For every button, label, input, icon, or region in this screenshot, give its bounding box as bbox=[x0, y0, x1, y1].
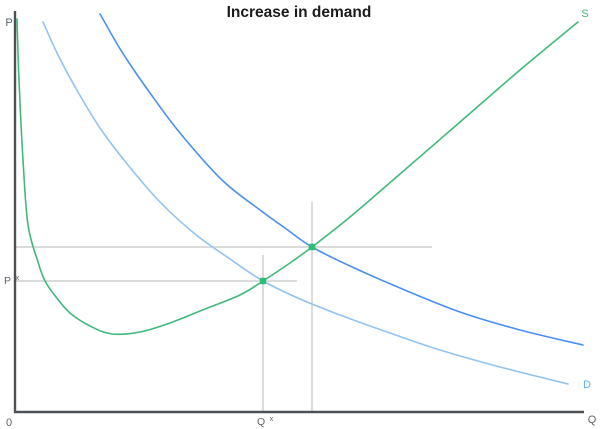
y-axis-label: P bbox=[5, 17, 12, 29]
quantity-label-superscript: x bbox=[270, 414, 274, 423]
price-label-base: P bbox=[4, 275, 11, 287]
curve-D bbox=[42, 21, 569, 385]
original-equilibrium-marker bbox=[259, 277, 267, 285]
equilibrium-markers bbox=[259, 243, 316, 285]
price-label-superscript: x bbox=[15, 273, 19, 282]
curve-D2 bbox=[99, 13, 584, 346]
x-axis-label: Q bbox=[588, 414, 597, 426]
equilibrium-price-label: P x bbox=[4, 271, 19, 288]
curve-S bbox=[16, 18, 579, 336]
equilibrium-guide-lines bbox=[16, 202, 432, 411]
axes bbox=[13, 11, 584, 414]
chart-title: Increase in demand bbox=[227, 4, 372, 21]
curves bbox=[16, 13, 584, 385]
supply-curve-label: S bbox=[581, 8, 588, 20]
demand-curve-label: D bbox=[583, 379, 591, 391]
origin-label: 0 bbox=[6, 417, 12, 429]
quantity-label-base: Q bbox=[257, 416, 265, 428]
new-equilibrium-marker bbox=[308, 243, 316, 251]
equilibrium-quantity-label: Q x bbox=[257, 412, 274, 429]
